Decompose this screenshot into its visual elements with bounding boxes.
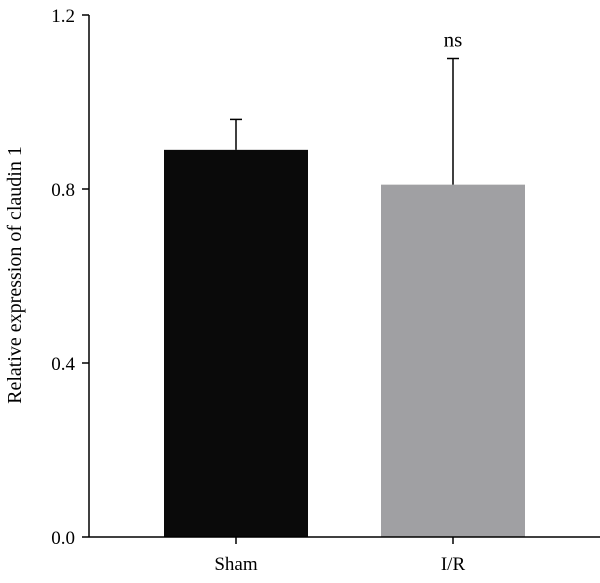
x-tick-label-1: I/R (441, 554, 466, 575)
bar-0 (164, 149, 308, 537)
y-axis-label: Relative expression of claudin 1 (4, 146, 26, 404)
significance-label-1: ns (444, 28, 463, 52)
x-tick-label-0: Sham (214, 554, 258, 575)
y-tick-label-3: 1.2 (51, 6, 75, 27)
y-tick-label-1: 0.4 (51, 354, 75, 375)
plot-area: Sham ns I/R 0.0 0.4 0.8 1.2 (51, 6, 600, 575)
y-tick-label-2: 0.8 (51, 180, 75, 201)
y-tick-label-0: 0.0 (51, 528, 75, 549)
bar-1 (381, 184, 525, 537)
